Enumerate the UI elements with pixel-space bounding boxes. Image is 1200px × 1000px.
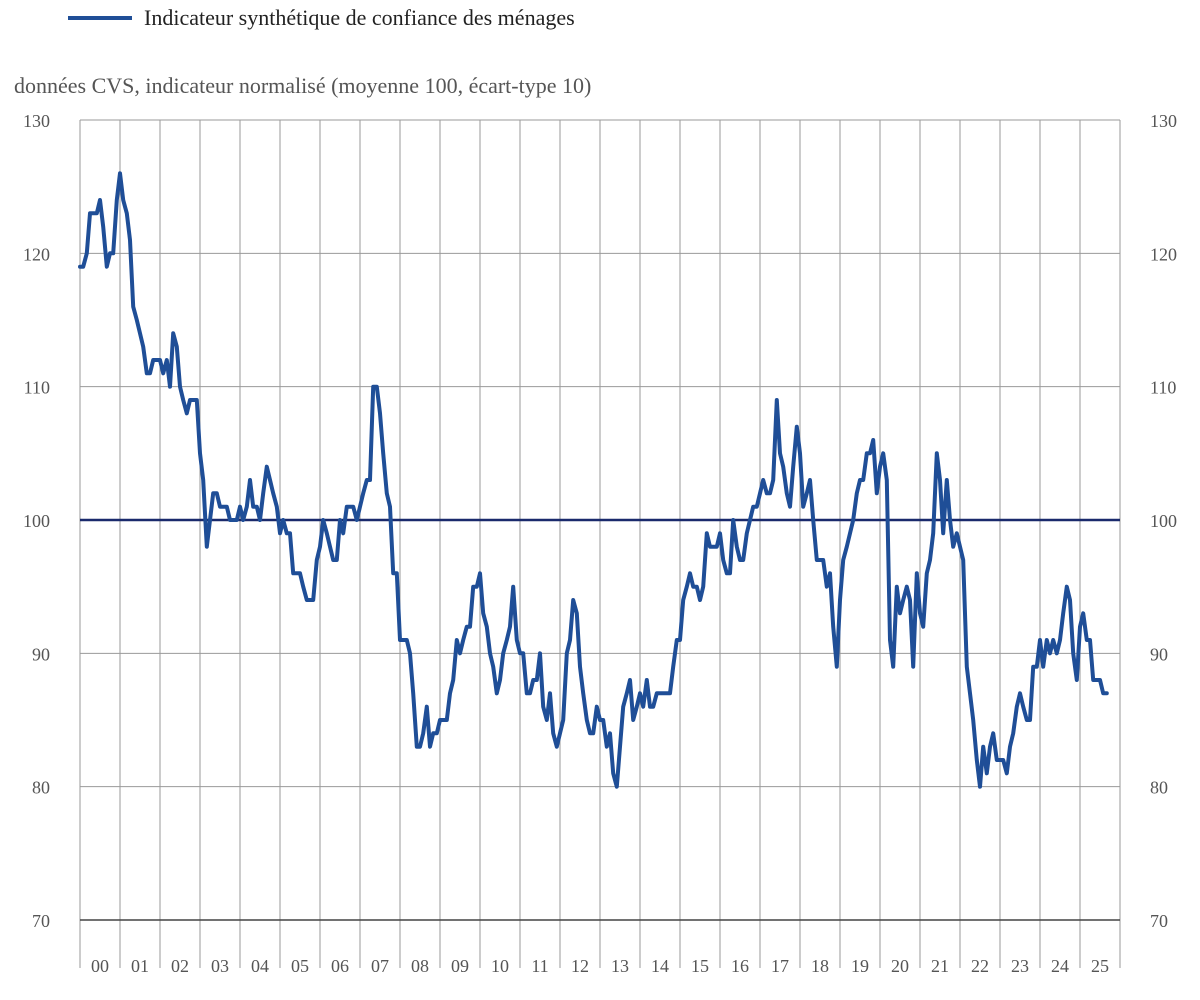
x-tick-label-07: 07	[371, 956, 389, 976]
chart-subtitle: données CVS, indicateur normalisé (moyen…	[14, 73, 592, 98]
y-tick-right-90: 90	[1150, 644, 1168, 664]
chart-legend: Indicateur synthétique de confiance des …	[68, 4, 575, 32]
y-tick-left-90: 90	[32, 644, 50, 664]
x-tick-label-23: 23	[1011, 956, 1029, 976]
x-tick-label-15: 15	[691, 956, 709, 976]
x-tick-label-01: 01	[131, 956, 149, 976]
y-tick-right-70: 70	[1150, 911, 1168, 931]
x-tick-label-17: 17	[771, 956, 789, 976]
x-tick-label-11: 11	[531, 956, 548, 976]
y-tick-left-80: 80	[32, 778, 50, 798]
legend-label: Indicateur synthétique de confiance des …	[144, 5, 575, 30]
x-axis-labels: 00 01 02 03 04 05 06 07 08 09 10 11 12 13 14 15 16 17 18 19…	[91, 956, 1109, 976]
y-axis-left-ticks: 70 80 90 100 110 120 130	[23, 111, 50, 931]
x-tick-label-00: 00	[91, 956, 109, 976]
x-tick-label-02: 02	[171, 956, 189, 976]
y-tick-right-120: 120	[1150, 244, 1177, 264]
x-tick-label-03: 03	[211, 956, 229, 976]
x-tick-label-06: 06	[331, 956, 349, 976]
x-tick-label-08: 08	[411, 956, 429, 976]
x-tick-label-19: 19	[851, 956, 869, 976]
x-tick-label-14: 14	[651, 956, 669, 976]
x-tick-label-16: 16	[731, 956, 749, 976]
x-tick-label-22: 22	[971, 956, 989, 976]
y-tick-right-80: 80	[1150, 778, 1168, 798]
legend-swatch	[68, 16, 132, 20]
x-tick-label-05: 05	[291, 956, 309, 976]
x-tick-label-25: 25	[1091, 956, 1109, 976]
x-tick-label-20: 20	[891, 956, 909, 976]
y-tick-left-70: 70	[32, 911, 50, 931]
y-tick-left-120: 120	[23, 244, 50, 264]
y-tick-right-130: 130	[1150, 111, 1177, 131]
y-axis-right-ticks: 70 80 90 100 110 120 130	[1150, 111, 1177, 931]
y-tick-left-130: 130	[23, 111, 50, 131]
y-tick-left-110: 110	[24, 378, 50, 398]
series-line-0	[78, 171, 1109, 789]
x-tick-label-12: 12	[571, 956, 589, 976]
series-group	[78, 171, 1109, 789]
x-tick-label-04: 04	[251, 956, 269, 976]
y-tick-left-100: 100	[23, 511, 50, 531]
grid-lines	[79, 119, 1121, 968]
x-tick-label-24: 24	[1051, 956, 1069, 976]
y-tick-right-100: 100	[1150, 511, 1177, 531]
x-tick-label-10: 10	[491, 956, 509, 976]
y-tick-right-110: 110	[1150, 378, 1176, 398]
x-tick-label-09: 09	[451, 956, 469, 976]
x-tick-label-21: 21	[931, 956, 949, 976]
x-tick-label-13: 13	[611, 956, 629, 976]
x-tick-label-18: 18	[811, 956, 829, 976]
